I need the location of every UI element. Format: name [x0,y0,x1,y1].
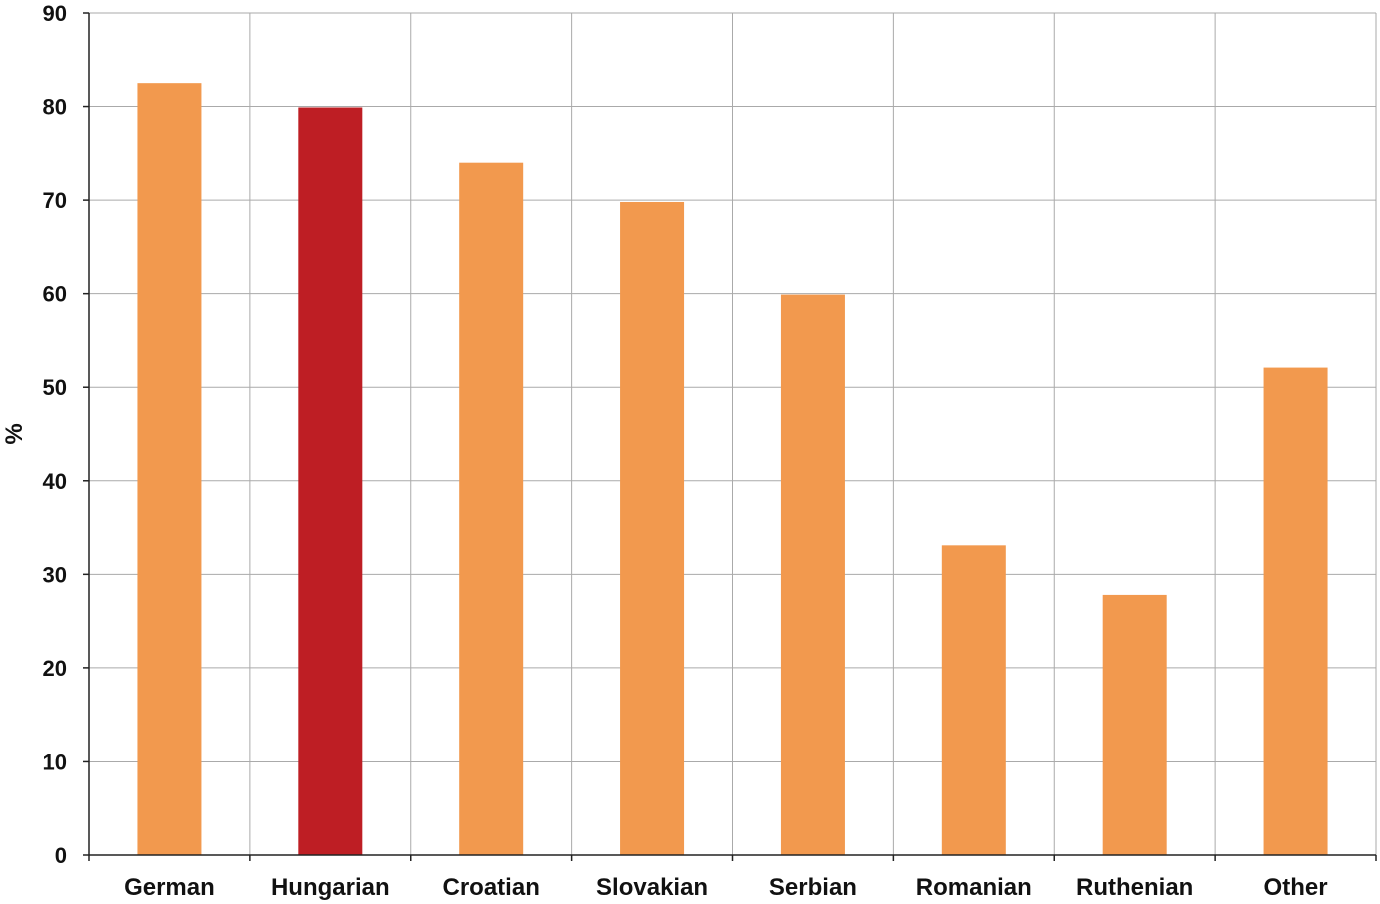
x-tick-label: Serbian [769,874,857,901]
x-tick-label: Ruthenian [1076,874,1193,901]
y-tick-label: 10 [43,749,67,774]
x-tick-labels: German Hungarian Croatian Slovakian Serbian R… [124,874,1327,901]
y-tick-label: 90 [43,1,67,26]
bar-other [1263,367,1328,855]
y-tick-label: 30 [43,562,67,587]
y-tick-label: 40 [43,469,67,494]
bar-hungarian [298,107,363,856]
grid-lines [89,12,1377,856]
y-tick-labels: 0 10 20 30 40 50 60 70 80 90 [43,1,67,868]
y-tick-label: 50 [43,375,67,400]
x-tick-label: Croatian [443,874,540,901]
bar-croatian [459,162,524,855]
bars [137,83,1328,856]
bar-german [137,83,202,855]
bar-serbian [780,294,845,855]
axes [83,12,1377,861]
y-tick-label: 60 [43,282,67,307]
x-tick-label: German [124,874,215,901]
x-tick-label: Romanian [916,874,1032,901]
bar-romanian [941,545,1006,855]
x-tick-label: Slovakian [596,874,708,901]
bar-ruthenian [1102,594,1167,855]
y-tick-label: 20 [43,656,67,681]
bar-slovakian [620,201,685,855]
y-axis-title: % [1,423,28,444]
x-tick-label: Hungarian [271,874,390,901]
y-tick-label: 70 [43,188,67,213]
y-tick-label: 80 [43,95,67,120]
x-tick-label: Other [1264,874,1328,901]
y-tick-label: 0 [55,843,67,868]
